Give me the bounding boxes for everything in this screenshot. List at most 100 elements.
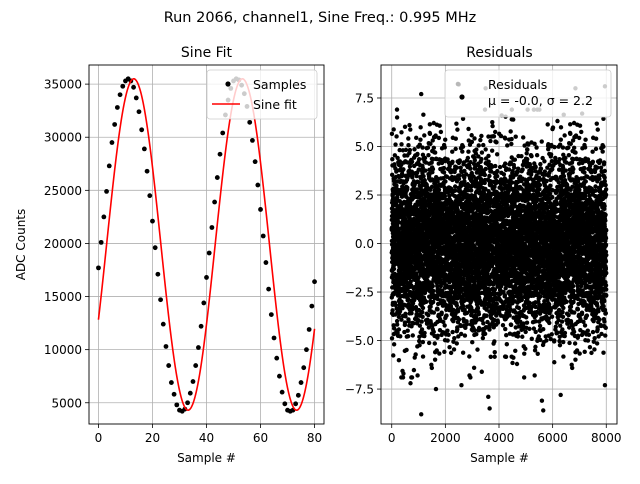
residual-point [484, 314, 488, 318]
sample-point [115, 105, 120, 110]
residual-point [412, 147, 416, 151]
residual-point [484, 167, 488, 171]
residual-point [401, 167, 405, 171]
residual-point [426, 153, 430, 157]
sample-point [210, 225, 215, 230]
residual-point [437, 351, 441, 355]
residual-point [444, 313, 448, 317]
residual-point [505, 342, 509, 346]
residual-point [417, 343, 421, 347]
residual-point [480, 370, 484, 374]
residual-point [455, 127, 459, 131]
residual-point [404, 348, 408, 352]
residual-point [487, 327, 491, 331]
residual-point [390, 173, 394, 177]
residual-point [418, 323, 422, 327]
residual-point [445, 338, 449, 342]
legend-fit-label: Sine fit [253, 97, 297, 112]
residual-point [512, 165, 516, 169]
residual-point [455, 165, 459, 169]
residual-point [514, 135, 518, 139]
residual-point [403, 320, 407, 324]
residual-point [477, 143, 481, 147]
residual-point [495, 169, 499, 173]
residual-point [420, 319, 424, 323]
residual-point [442, 350, 446, 354]
residual-point [513, 349, 517, 353]
sample-point [101, 214, 106, 219]
sample-point [172, 392, 177, 397]
residual-point [488, 139, 492, 143]
residual-point [481, 143, 485, 147]
sample-point [196, 345, 201, 350]
residual-point [428, 122, 432, 126]
residual-point [502, 172, 506, 176]
residual-point [511, 356, 515, 360]
sample-point [212, 200, 217, 205]
residual-point [503, 136, 507, 140]
sine-fit-title: Sine Fit [181, 45, 233, 61]
residual-point [392, 267, 396, 271]
sample-point [261, 234, 266, 239]
residual-point [422, 133, 426, 137]
residual-point [423, 156, 427, 160]
residual-point [420, 145, 424, 149]
residual-point [481, 336, 485, 340]
residual-point [391, 353, 395, 357]
residual-point [516, 331, 520, 335]
residual-point [395, 107, 399, 111]
residual-point [509, 142, 513, 146]
residual-point [397, 327, 401, 331]
residual-point [455, 327, 459, 331]
residual-point [443, 145, 447, 149]
residual-point [406, 334, 410, 338]
sample-point [188, 391, 193, 396]
residual-point [452, 336, 456, 340]
residual-point [519, 154, 523, 158]
residual-point [443, 138, 447, 142]
residual-point [453, 147, 457, 151]
residual-point [501, 323, 505, 327]
residual-point [401, 375, 405, 379]
residual-point [463, 333, 467, 337]
sample-point [220, 131, 225, 136]
residual-point [474, 147, 478, 151]
sample-point [296, 393, 301, 398]
residual-point [450, 160, 454, 164]
residual-point [418, 137, 422, 141]
residual-point [466, 149, 470, 153]
residual-point [436, 334, 440, 338]
sample-point [250, 138, 255, 143]
residual-point [439, 311, 443, 315]
residual-point [424, 300, 428, 304]
residual-point [457, 317, 461, 321]
residual-point [431, 289, 435, 293]
sample-point [191, 379, 196, 384]
residual-point [427, 341, 431, 345]
residual-point [445, 328, 449, 332]
sample-point [158, 297, 163, 302]
sample-point [185, 400, 190, 405]
residual-point [450, 149, 454, 153]
residual-point [399, 142, 403, 146]
residual-point [403, 125, 407, 129]
residual-point [492, 134, 496, 138]
residual-point [392, 162, 396, 166]
sample-point [274, 356, 279, 361]
residual-point [475, 347, 479, 351]
residual-point [431, 167, 435, 171]
residual-point [410, 159, 414, 163]
residual-point [483, 147, 487, 151]
residual-point [437, 136, 441, 140]
residual-point [415, 373, 419, 377]
residual-point [461, 351, 465, 355]
residual-point [390, 132, 394, 136]
figure-suptitle: Run 2066, channel1, Sine Freq.: 0.995 MH… [164, 10, 477, 26]
sample-point [207, 251, 212, 256]
residual-point [412, 368, 416, 372]
residual-point [443, 179, 447, 183]
residual-point [415, 152, 419, 156]
residual-point [449, 351, 453, 355]
residual-point [433, 341, 437, 345]
sample-point [134, 96, 139, 101]
